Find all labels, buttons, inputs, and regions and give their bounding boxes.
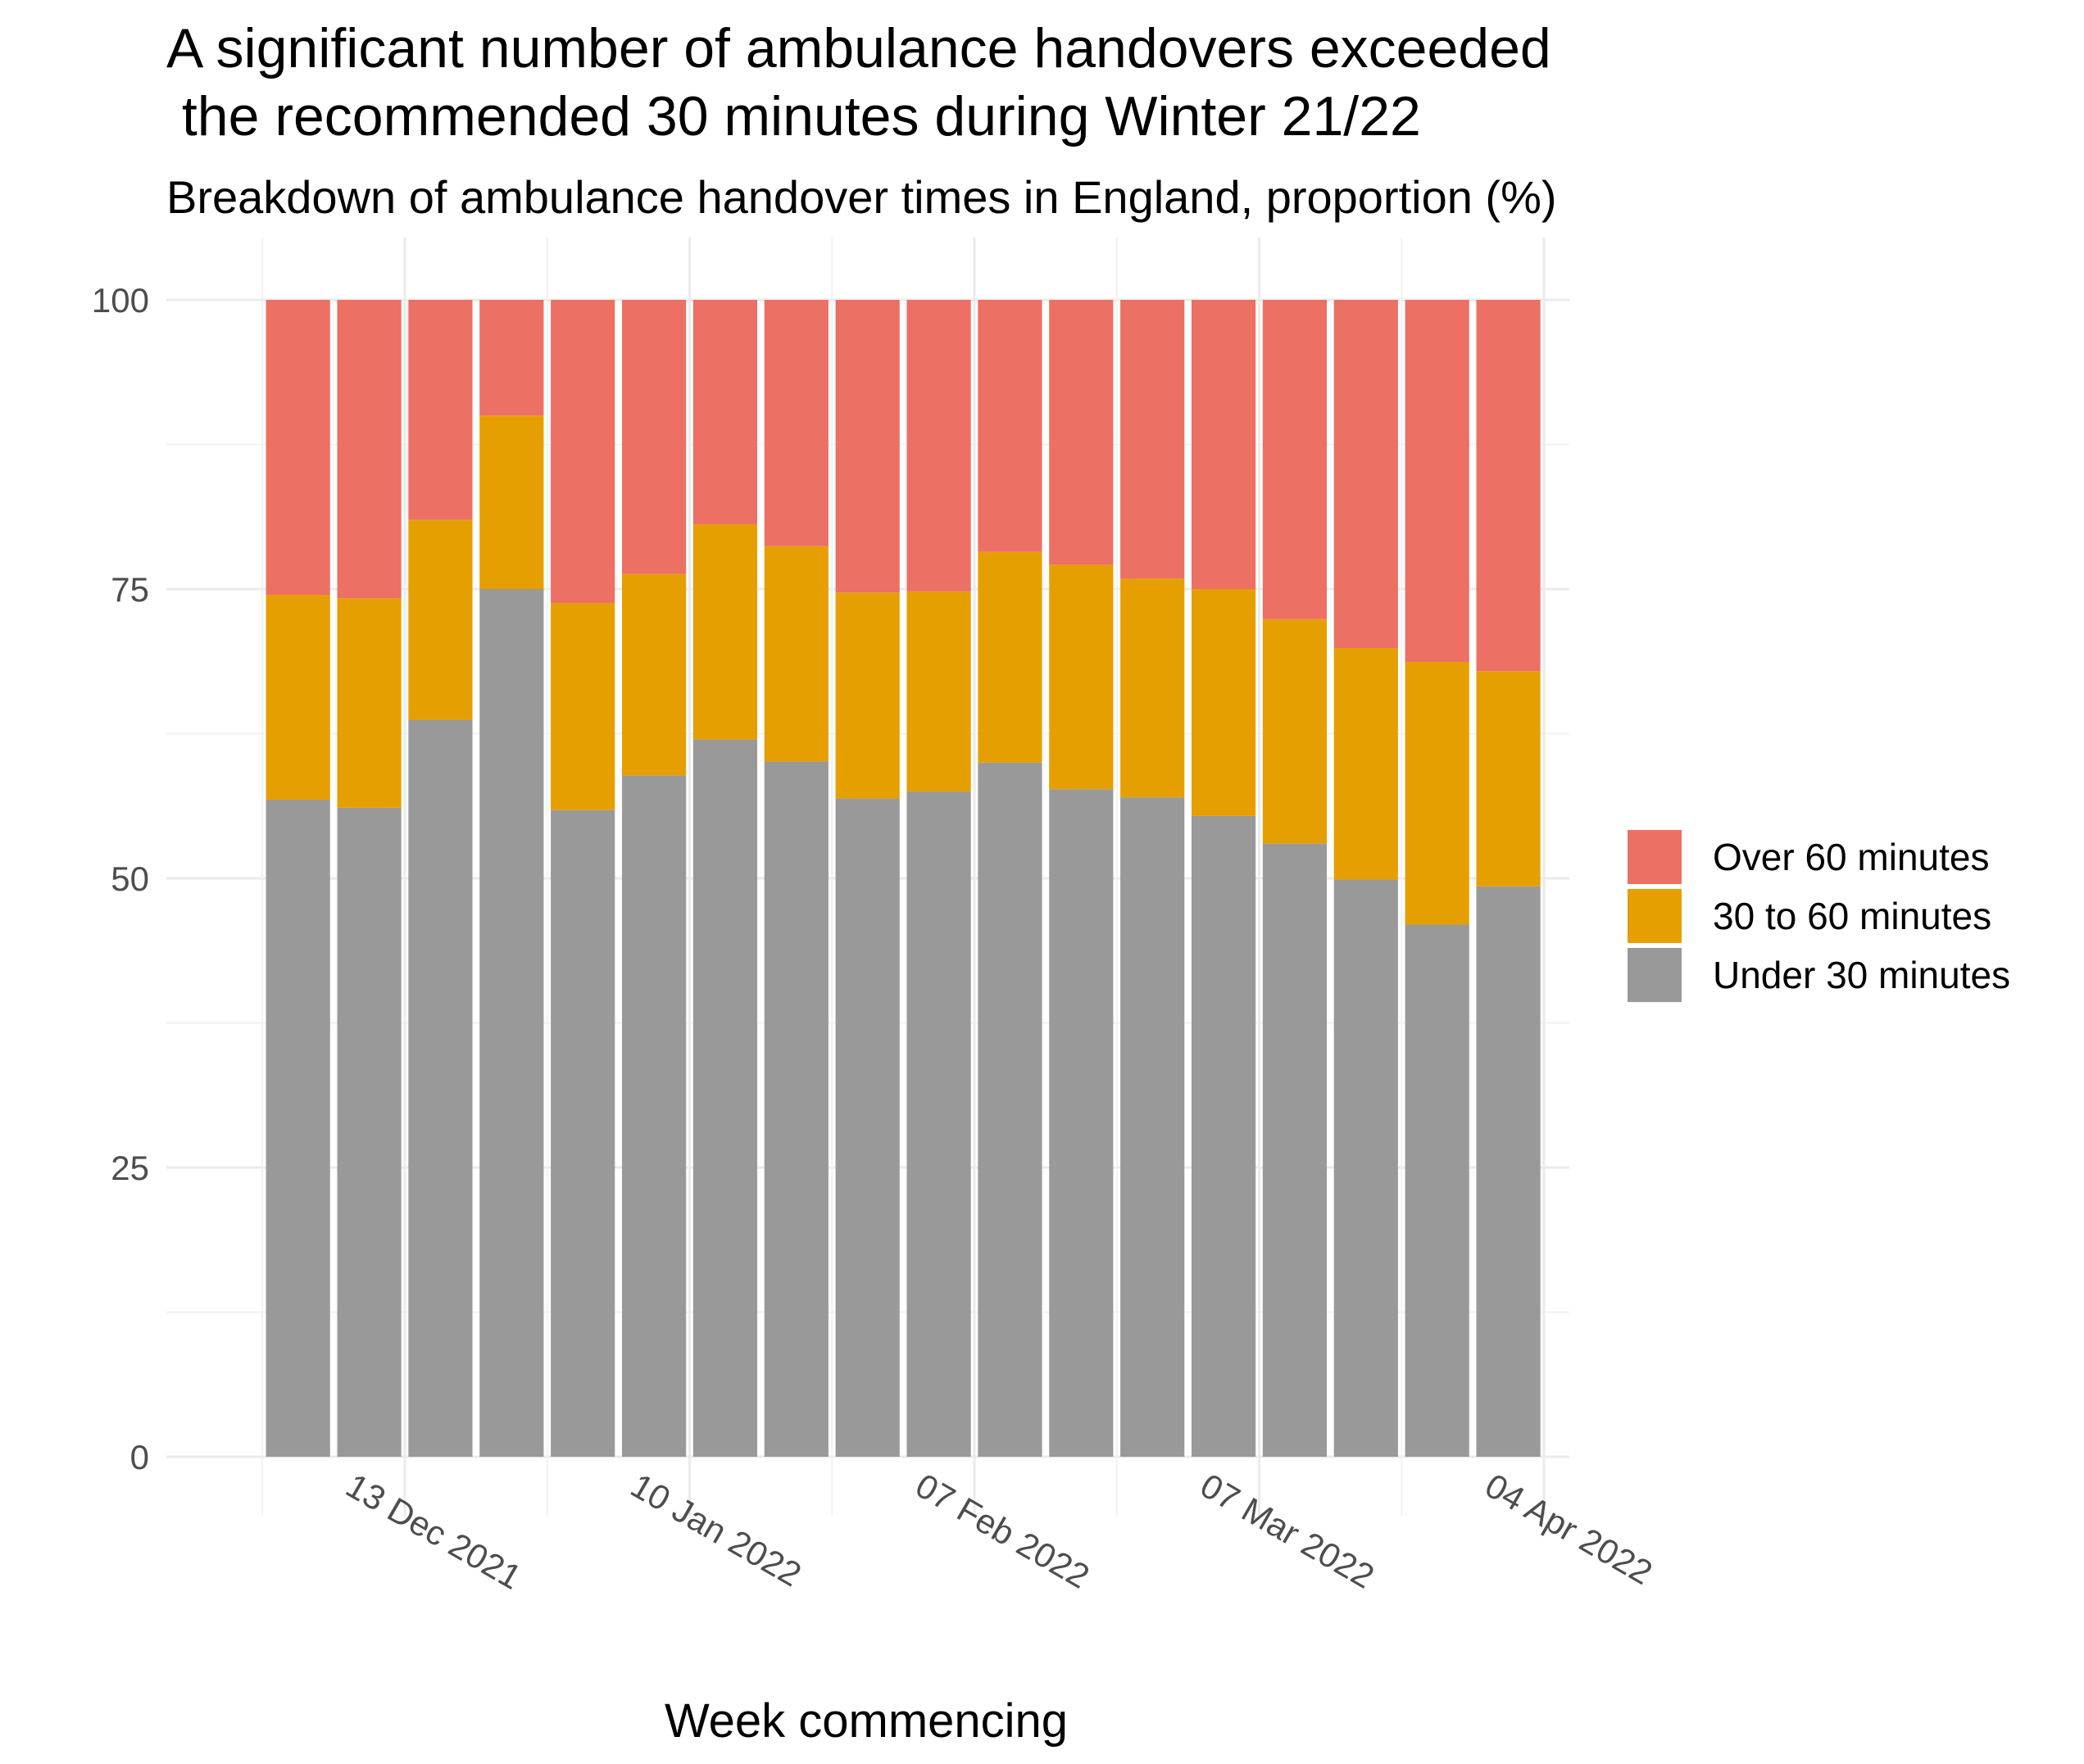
legend-swatch [1628,948,1682,1002]
bar-segment [1049,300,1114,565]
bar-segment [1333,300,1398,649]
bar-segment [1191,815,1256,1457]
x-axis-label: Week commencing [665,1694,1068,1748]
bar-segment [551,809,615,1457]
bar-segment [551,300,615,603]
chart-title-line-2: the recommended 30 minutes during Winter… [166,85,1421,147]
bar-segment [1405,924,1469,1457]
bar-segment [1476,671,1541,887]
x-tick: 13 Dec 2021 [340,1466,529,1597]
bars [266,300,1541,1457]
bar-segment [621,300,687,574]
bar-segment [978,300,1042,552]
bar-segment [1120,797,1185,1457]
bar-segment [906,791,971,1457]
bar-segment [906,591,971,792]
bar-segment [764,546,829,762]
bar-segment [1120,300,1185,579]
bar-segment [978,762,1042,1457]
bar-segment [906,300,971,592]
legend-label: 30 to 60 minutes [1713,895,1991,937]
bar-segment [266,799,330,1457]
bar-segment [692,300,758,524]
chart-subtitle: Breakdown of ambulance handover times in… [166,171,1557,223]
bar-segment [764,761,829,1457]
bar-segment [978,551,1042,763]
bar-segment [408,719,473,1457]
bar-segment [621,775,687,1457]
bar-segment [1333,879,1398,1457]
x-tick-label: 13 Dec 2021 [340,1466,529,1597]
bar-segment [835,592,900,799]
bar-segment [479,589,544,1457]
bar-segment [1262,619,1328,844]
x-tick-label: 10 Jan 2022 [624,1466,808,1594]
bar-segment [1476,886,1541,1457]
x-tick: 10 Jan 2022 [624,1466,808,1594]
legend-label: Over 60 minutes [1713,836,1989,878]
bar-segment [337,300,402,599]
bar-segment [835,300,900,593]
bar-segment [1405,661,1469,925]
bar-segment [1191,300,1256,589]
bar-segment [337,598,402,808]
bar-segment [1262,843,1328,1457]
x-tick: 07 Feb 2022 [910,1466,1096,1596]
y-tick-label: 50 [111,859,149,898]
bar-segment [408,519,473,720]
bar-segment [408,300,473,520]
legend-swatch [1628,889,1682,943]
y-tick-label: 0 [130,1438,149,1476]
bar-segment [1262,300,1328,619]
bar-segment [1191,589,1256,816]
bar-segment [1405,300,1469,662]
x-axis-ticks: 13 Dec 2021 10 Jan 2022 07 Feb 2022 07 Mar … [340,1466,1659,1597]
x-tick-label: 07 Feb 2022 [910,1466,1096,1596]
bar-segment [266,300,330,596]
x-tick: 07 Mar 2022 [1194,1466,1381,1596]
y-tick-label: 75 [111,570,149,609]
bar-segment [764,300,829,546]
bar-segment [1333,648,1398,880]
y-tick-label: 25 [111,1149,149,1187]
legend-label: Under 30 minutes [1713,954,2010,996]
bar-segment [1049,789,1114,1457]
bar-segment [479,415,544,589]
bar-segment [1476,300,1541,672]
x-tick: 04 Apr 2022 [1479,1466,1659,1592]
bar-segment [835,798,900,1457]
bar-segment [266,595,330,800]
legend: Over 60 minutes 30 to 60 minutes Under 30 … [1628,830,2010,1002]
bar-segment [621,574,687,776]
bar-segment [1120,578,1185,798]
bar-segment [692,524,758,740]
x-tick-label: 07 Mar 2022 [1194,1466,1381,1596]
bar-segment [479,300,544,416]
x-tick-label: 04 Apr 2022 [1479,1466,1659,1592]
y-axis-ticks: 0 25 50 75 100 [92,281,149,1476]
bar-segment [551,602,615,810]
bar-segment [337,807,402,1457]
y-tick-label: 100 [92,281,149,320]
bar-segment [1049,565,1114,790]
legend-swatch [1628,830,1682,884]
chart-title-line-1: A significant number of ambulance handov… [166,17,1551,79]
bar-segment [692,739,758,1457]
